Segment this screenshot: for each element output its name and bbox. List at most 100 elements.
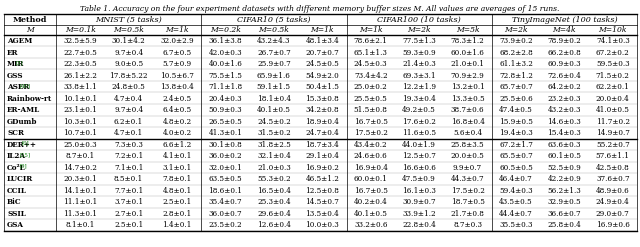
Text: 42.5±0.8: 42.5±0.8 [596, 164, 630, 172]
Text: SCR: SCR [7, 129, 24, 137]
Text: 32.0±2.9: 32.0±2.9 [160, 37, 194, 45]
Text: 40.2±0.4: 40.2±0.4 [354, 198, 388, 206]
Text: 26.5±0.5: 26.5±0.5 [209, 118, 243, 126]
Text: 17.5±0.2: 17.5±0.2 [354, 129, 388, 137]
Text: BiC: BiC [7, 198, 22, 206]
Text: 5.7±0.9: 5.7±0.9 [163, 60, 191, 68]
Text: 16.1±0.3: 16.1±0.3 [402, 187, 436, 195]
Text: TinyImageNet (100 tasks): TinyImageNet (100 tasks) [511, 16, 617, 24]
Text: 16.9±0.2: 16.9±0.2 [305, 164, 339, 172]
Text: M=1k: M=1k [165, 26, 189, 35]
Text: 41.0±0.5: 41.0±0.5 [596, 106, 630, 114]
Text: 7.2±0.1: 7.2±0.1 [114, 152, 143, 160]
Text: 59.1±1.5: 59.1±1.5 [257, 83, 291, 91]
Text: 40.1±0.5: 40.1±0.5 [257, 106, 291, 114]
Text: 62.2±0.1: 62.2±0.1 [596, 83, 630, 91]
Text: 73.9±0.2: 73.9±0.2 [499, 37, 532, 45]
Text: 33.2±0.6: 33.2±0.6 [354, 221, 387, 229]
Text: 66.2±0.8: 66.2±0.8 [547, 49, 581, 57]
Text: 2.5±0.1: 2.5±0.1 [114, 221, 143, 229]
Text: 78.9±0.2: 78.9±0.2 [547, 37, 581, 45]
Text: 36.6±0.7: 36.6±0.7 [548, 210, 581, 218]
Text: LUCIR: LUCIR [7, 175, 33, 183]
Text: 6.7±0.5: 6.7±0.5 [163, 49, 191, 57]
Text: 23.2±0.3: 23.2±0.3 [548, 95, 581, 103]
Text: 72.8±1.2: 72.8±1.2 [499, 72, 533, 80]
Text: 26.7±0.7: 26.7±0.7 [257, 49, 291, 57]
Text: 25.3±0.4: 25.3±0.4 [257, 198, 291, 206]
Text: 74.1±0.3: 74.1±0.3 [596, 37, 630, 45]
Text: 6.2±0.1: 6.2±0.1 [114, 118, 143, 126]
Text: 22.3±0.5: 22.3±0.5 [63, 60, 97, 68]
Text: 20.0±0.5: 20.0±0.5 [451, 152, 484, 160]
Text: 72.6±0.4: 72.6±0.4 [547, 72, 581, 80]
Text: M=1k: M=1k [359, 26, 383, 35]
Text: 24.5±0.3: 24.5±0.3 [354, 60, 388, 68]
Text: 59.5±0.3: 59.5±0.3 [596, 60, 630, 68]
Text: 42.0±0.3: 42.0±0.3 [209, 49, 243, 57]
Text: 12.2±1.9: 12.2±1.9 [402, 83, 436, 91]
Text: GDumb: GDumb [7, 118, 38, 126]
Text: 17.8±5.22: 17.8±5.22 [109, 72, 148, 80]
Text: ER-AML: ER-AML [7, 106, 40, 114]
Text: 52.5±0.9: 52.5±0.9 [547, 164, 581, 172]
Text: 47.4±0.5: 47.4±0.5 [499, 106, 533, 114]
Text: 12.5±0.8: 12.5±0.8 [305, 187, 339, 195]
Text: 7.3±0.3: 7.3±0.3 [114, 141, 143, 149]
Text: 4.8±0.2: 4.8±0.2 [163, 118, 191, 126]
Text: 7.1±0.1: 7.1±0.1 [114, 164, 143, 172]
Text: 16.9±0.4: 16.9±0.4 [354, 164, 388, 172]
Text: CCIL: CCIL [7, 187, 27, 195]
Text: 25.0±0.3: 25.0±0.3 [63, 141, 97, 149]
Text: 6.6±1.2: 6.6±1.2 [163, 141, 191, 149]
Text: 4.7±0.4: 4.7±0.4 [114, 95, 143, 103]
Text: M=1k: M=1k [310, 26, 334, 35]
Text: [9]: [9] [19, 164, 27, 169]
Text: 2.7±0.1: 2.7±0.1 [114, 210, 143, 218]
Text: 20.7±0.7: 20.7±0.7 [305, 49, 339, 57]
Text: 42.2±0.9: 42.2±0.9 [547, 175, 581, 183]
Text: 22.8±0.4: 22.8±0.4 [403, 221, 436, 229]
Text: 20.0±0.4: 20.0±0.4 [596, 95, 630, 103]
Text: M=0.2k: M=0.2k [210, 26, 241, 35]
Text: GSA: GSA [7, 221, 24, 229]
Text: 24.9±0.4: 24.9±0.4 [596, 198, 630, 206]
Text: 51.5±0.8: 51.5±0.8 [354, 106, 388, 114]
Text: 59.3±0.9: 59.3±0.9 [403, 49, 436, 57]
Text: 18.6±0.1: 18.6±0.1 [209, 187, 243, 195]
Text: 9.0±0.5: 9.0±0.5 [114, 60, 143, 68]
Text: [6]: [6] [22, 141, 29, 146]
Text: 41.3±0.1: 41.3±0.1 [209, 129, 243, 137]
Text: 17.6±0.2: 17.6±0.2 [402, 118, 436, 126]
Text: Rainbow-rt: Rainbow-rt [7, 95, 52, 103]
Text: MIR: MIR [7, 60, 24, 68]
Text: 25.5±0.6: 25.5±0.6 [499, 95, 533, 103]
Text: ER: ER [7, 49, 19, 57]
Text: 47.5±0.9: 47.5±0.9 [403, 175, 436, 183]
Text: M=5k: M=5k [456, 26, 479, 35]
Text: 43.2±0.3: 43.2±0.3 [548, 106, 581, 114]
Text: 9.9±0.7: 9.9±0.7 [453, 164, 482, 172]
Text: 25.9±0.7: 25.9±0.7 [257, 60, 291, 68]
Text: [3]: [3] [16, 60, 24, 65]
Text: 14.7±0.2: 14.7±0.2 [63, 164, 97, 172]
Text: 8.1±0.1: 8.1±0.1 [65, 221, 95, 229]
Text: 10.0±0.3: 10.0±0.3 [305, 221, 339, 229]
Text: 44.4±0.7: 44.4±0.7 [499, 210, 533, 218]
Text: 21.7±0.8: 21.7±0.8 [451, 210, 484, 218]
Text: M=10k: M=10k [598, 26, 627, 35]
Text: 16.5±0.4: 16.5±0.4 [257, 187, 291, 195]
Text: 5.6±0.4: 5.6±0.4 [453, 129, 482, 137]
Text: 9.7±0.4: 9.7±0.4 [114, 106, 143, 114]
Text: 10.5±6.7: 10.5±6.7 [160, 72, 194, 80]
Text: 22.7±0.5: 22.7±0.5 [63, 49, 97, 57]
Text: GSS: GSS [7, 72, 24, 80]
Text: 65.5±0.7: 65.5±0.7 [499, 152, 533, 160]
Text: 35.5±0.3: 35.5±0.3 [499, 221, 532, 229]
Text: 57.6±1.1: 57.6±1.1 [596, 152, 630, 160]
Text: 59.4±0.3: 59.4±0.3 [499, 187, 532, 195]
Text: 78.6±2.1: 78.6±2.1 [354, 37, 388, 45]
Text: AGEM: AGEM [7, 37, 32, 45]
Text: 20.3±0.1: 20.3±0.1 [63, 175, 97, 183]
Text: 34.2±0.8: 34.2±0.8 [305, 106, 339, 114]
